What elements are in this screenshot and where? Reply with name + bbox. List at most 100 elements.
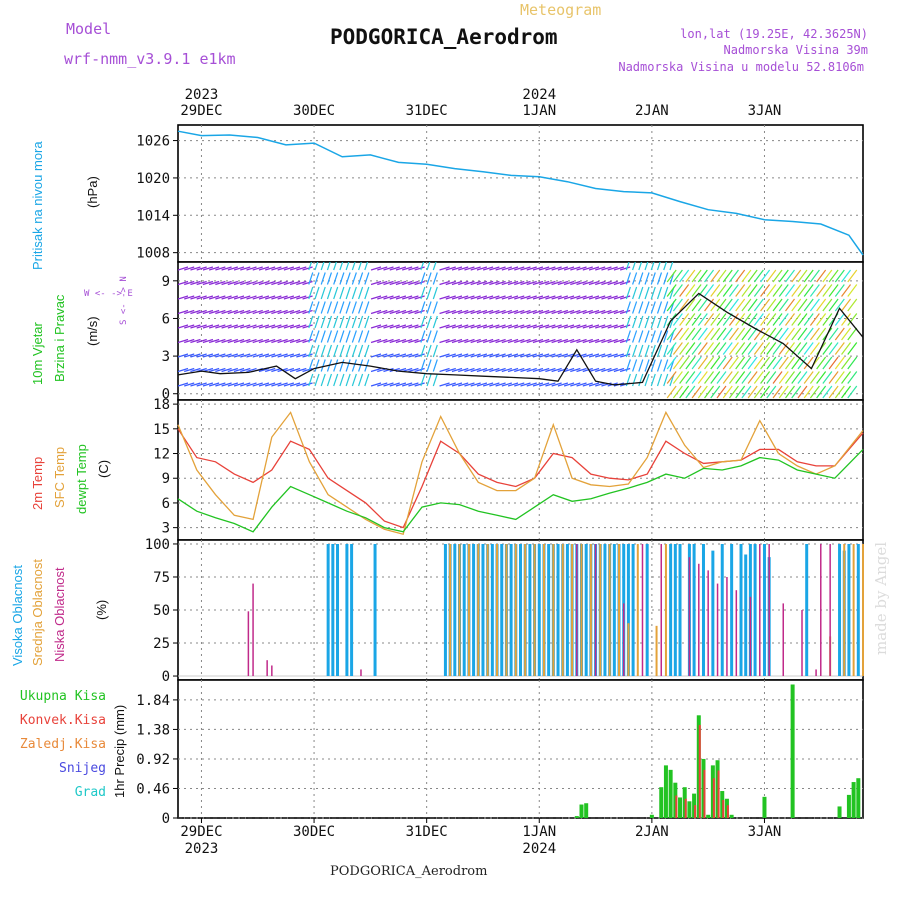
precip-unit: 1hr Precip (mm) bbox=[112, 705, 127, 798]
wind-barb bbox=[364, 262, 369, 271]
wind-barb bbox=[644, 330, 650, 343]
wind-barb bbox=[728, 284, 739, 297]
wind-barb bbox=[202, 266, 214, 271]
wind-barb bbox=[697, 371, 708, 384]
wind-barb bbox=[841, 385, 852, 399]
wind-barb bbox=[514, 324, 525, 329]
wind-barb bbox=[644, 359, 650, 372]
precip-bar-1 bbox=[694, 805, 697, 818]
wind-barb bbox=[785, 327, 795, 341]
wind-barb bbox=[691, 313, 702, 326]
wind-barb bbox=[520, 367, 531, 373]
wind-barb bbox=[277, 324, 288, 329]
wind-barb bbox=[766, 385, 777, 399]
wind-barb bbox=[545, 309, 556, 315]
wind-barb bbox=[704, 327, 715, 341]
wind-barb bbox=[822, 371, 833, 384]
wind-barb bbox=[828, 385, 839, 399]
wind-barb bbox=[847, 313, 858, 326]
top-year-label: 2024 bbox=[522, 87, 556, 103]
wind-barb bbox=[389, 324, 400, 329]
wind-barb bbox=[395, 353, 407, 358]
wind-barb bbox=[420, 272, 426, 285]
wind-barb bbox=[753, 327, 764, 341]
wind-barb bbox=[679, 356, 690, 370]
wind-barb bbox=[202, 280, 214, 286]
wind-barb bbox=[735, 385, 746, 399]
wind-barb bbox=[246, 309, 257, 315]
wind-barb bbox=[716, 284, 727, 297]
wind-barb bbox=[258, 382, 270, 387]
wind-barb bbox=[766, 313, 777, 326]
wind-barb bbox=[345, 262, 350, 271]
wind-barb bbox=[672, 371, 683, 384]
wind-barb bbox=[760, 385, 771, 399]
wind-barb bbox=[196, 309, 207, 315]
wind-barb bbox=[395, 382, 407, 387]
wind-barb bbox=[570, 353, 581, 358]
wind-barb bbox=[716, 356, 727, 370]
wind-barb bbox=[383, 338, 394, 344]
wind-barb bbox=[753, 269, 764, 283]
wind-barb bbox=[383, 382, 394, 387]
wind-barb bbox=[685, 342, 696, 355]
wind-barb bbox=[613, 266, 625, 271]
wind-barb bbox=[233, 382, 245, 387]
bottom-day-label: 3JAN bbox=[748, 824, 782, 840]
wind-barb bbox=[691, 327, 702, 341]
wind-barb bbox=[221, 338, 232, 344]
wind-barb bbox=[320, 315, 326, 329]
wind-barb bbox=[302, 382, 313, 387]
wind-barb bbox=[314, 330, 320, 343]
wind-barb bbox=[326, 301, 333, 314]
wind-barb bbox=[439, 295, 450, 300]
wind-barb bbox=[432, 301, 438, 314]
wind-barb bbox=[704, 298, 715, 312]
wind-barb bbox=[184, 309, 195, 315]
wind-barb bbox=[632, 262, 636, 271]
wind-barb bbox=[501, 338, 512, 344]
wind-barb bbox=[227, 338, 238, 344]
wind-barb bbox=[314, 373, 320, 387]
y-tick-label: 0.46 bbox=[136, 781, 170, 797]
precip-bar-1 bbox=[703, 769, 706, 818]
wind-barb bbox=[383, 367, 394, 373]
wind-barb bbox=[482, 338, 494, 344]
wind-barb bbox=[638, 330, 644, 343]
wind-barb bbox=[710, 371, 721, 384]
wind-barb bbox=[364, 373, 370, 387]
bottom-day-label: 1JAN bbox=[522, 824, 556, 840]
wind-barb bbox=[582, 353, 593, 358]
wind-barb bbox=[601, 353, 612, 358]
wind-barb bbox=[495, 367, 506, 373]
wind-barb bbox=[809, 327, 820, 341]
wind-barb bbox=[314, 286, 320, 300]
wind-barb bbox=[588, 367, 600, 373]
wind-barb bbox=[557, 309, 569, 315]
wind-barb bbox=[246, 338, 257, 344]
wind-barb bbox=[358, 373, 364, 387]
wind-barb bbox=[595, 338, 606, 344]
wind-barb bbox=[246, 324, 257, 329]
bottom-day-label: 31DEC bbox=[406, 824, 448, 840]
wind-barb bbox=[451, 324, 463, 329]
wind-barb bbox=[632, 315, 638, 329]
top-year-label: 2023 bbox=[185, 87, 219, 103]
wind-barb bbox=[308, 359, 314, 372]
y-tick-label: 15 bbox=[153, 422, 170, 438]
wind-barb bbox=[582, 266, 593, 271]
wind-barb bbox=[672, 284, 683, 297]
wind-barb bbox=[785, 371, 795, 384]
wind-barb bbox=[834, 342, 845, 355]
wind-barb bbox=[785, 385, 795, 399]
wind-barb bbox=[816, 313, 827, 326]
wind-barb bbox=[704, 356, 715, 370]
wind-barb bbox=[828, 284, 839, 297]
pressure-ylabel: Pritisak na nivou mora bbox=[30, 141, 45, 270]
wind-barb bbox=[320, 330, 326, 343]
elevation-label: Nadmorska Visina 39m bbox=[724, 43, 869, 57]
compass-vertical: S <- -> N bbox=[119, 276, 129, 325]
station-title: PODGORICA_Aerodrom bbox=[330, 25, 558, 49]
wind-barb bbox=[495, 382, 506, 387]
wind-barb bbox=[650, 330, 656, 343]
